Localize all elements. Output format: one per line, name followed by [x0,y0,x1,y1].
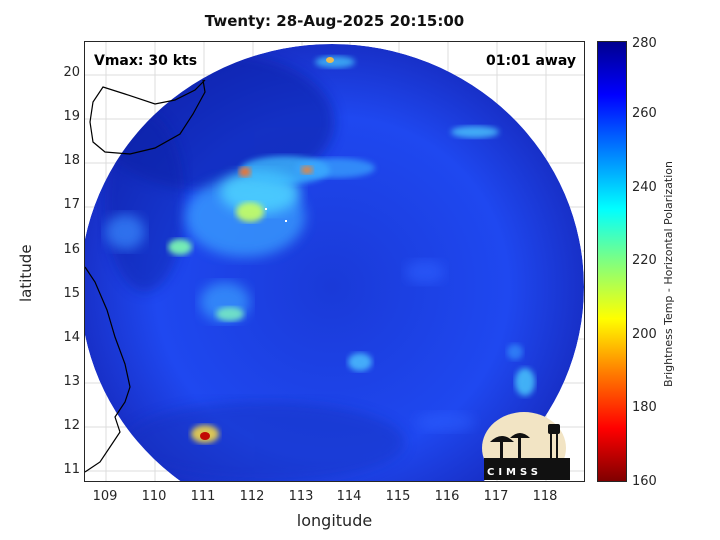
x-tick-109: 109 [92,489,118,504]
x-tick-112: 112 [239,489,265,504]
coastline [85,79,206,473]
x-tick-118: 118 [532,489,558,504]
x-tick-113: 113 [288,489,314,504]
y-tick-14: 14 [63,330,80,345]
x-tick-110: 110 [141,489,167,504]
y-tick-20: 20 [63,65,80,80]
colorbar-tick-240: 240 [632,180,657,195]
map-title: Twenty: 28-Aug-2025 20:15:00 [204,12,465,30]
y-tick-15: 15 [63,286,80,301]
x-axis-label: longitude [296,511,373,530]
colorbar-tick-180: 180 [632,400,657,415]
cimss-logo: CIMSS [470,412,570,484]
y-tick-16: 16 [63,242,80,257]
colorbar [597,41,627,482]
x-tick-111: 111 [190,489,216,504]
time-away-annotation: 01:01 away [486,53,576,69]
colorbar-tick-200: 200 [632,327,657,342]
y-tick-18: 18 [63,153,80,168]
x-tick-117: 117 [483,489,509,504]
small-island-marks [265,208,287,222]
colorbar-tick-160: 160 [632,474,657,489]
vmax-annotation: Vmax: 30 kts [94,53,198,69]
y-tick-13: 13 [63,374,80,389]
satellite-swath [85,44,584,481]
colorbar-tick-220: 220 [632,253,657,268]
x-tick-115: 115 [385,489,411,504]
y-tick-11: 11 [63,462,80,477]
x-tick-114: 114 [336,489,362,504]
y-tick-19: 19 [63,109,80,124]
colorbar-tick-260: 260 [632,106,657,121]
y-tick-12: 12 [63,418,80,433]
logo-text: CIMSS [487,467,542,478]
y-tick-17: 17 [63,197,80,212]
brightness-temp-map [85,42,584,481]
colorbar-tick-280: 280 [632,36,657,51]
map-plot-area [84,41,585,482]
colorbar-label: Brightness Temp - Horizontal Polarizatio… [662,161,675,387]
x-tick-116: 116 [434,489,460,504]
